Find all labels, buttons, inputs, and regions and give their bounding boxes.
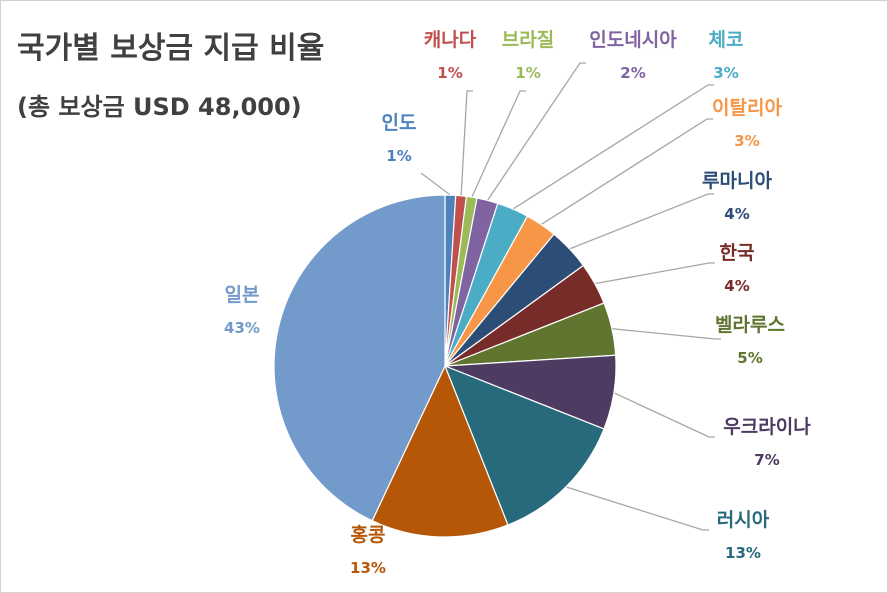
leader-line <box>460 90 473 196</box>
slice-label-percent: 43% <box>224 319 260 337</box>
leader-line <box>594 262 715 285</box>
pie-slice <box>273 194 446 522</box>
slice-label-name: 벨라루스 <box>715 314 785 336</box>
leader-line <box>569 193 714 250</box>
pie-slice <box>443 364 605 526</box>
slice-label-name: 일본 <box>225 284 260 306</box>
leader-line <box>471 90 526 198</box>
leader-line <box>512 84 714 210</box>
slice-label-percent: 5% <box>737 349 762 367</box>
slice-label-percent: 2% <box>620 64 645 82</box>
leader-line <box>565 486 709 531</box>
slice-label-name: 인도네시아 <box>589 29 677 51</box>
leader-line <box>540 118 713 226</box>
slice-label-percent: 3% <box>713 64 738 82</box>
leader-line <box>611 328 721 340</box>
slice-label-percent: 13% <box>725 544 761 562</box>
slice-label-name: 러시아 <box>717 509 770 531</box>
slice-label-percent: 13% <box>350 559 386 577</box>
leader-line <box>420 172 451 196</box>
slice-label-name: 인도 <box>382 112 417 134</box>
slice-label-name: 우크라이나 <box>723 416 811 438</box>
slice-label-name: 한국 <box>720 242 755 264</box>
slice-label-name: 캐나다 <box>424 29 477 51</box>
slice-label-percent: 4% <box>724 205 749 223</box>
slice-label-percent: 4% <box>724 277 749 295</box>
slice-label-percent: 1% <box>515 64 540 82</box>
slice-label-percent: 1% <box>437 64 462 82</box>
slice-label-percent: 7% <box>754 451 779 469</box>
slice-label-percent: 1% <box>386 147 411 165</box>
chart-title: 국가별 보상금 지급 비율 <box>17 31 325 66</box>
slice-label-name: 브라질 <box>502 29 554 51</box>
leader-line <box>613 392 715 438</box>
leader-line <box>486 62 586 201</box>
chart-subtitle: (총 보상금 USD 48,000) <box>17 93 302 121</box>
slice-label-name: 체코 <box>709 29 744 51</box>
slice-label-name: 루마니아 <box>702 170 772 192</box>
slice-label-name: 이탈리아 <box>712 97 782 119</box>
slice-label-name: 홍콩 <box>351 523 386 546</box>
slice-label-percent: 3% <box>734 132 759 150</box>
pie-slice <box>371 364 509 538</box>
